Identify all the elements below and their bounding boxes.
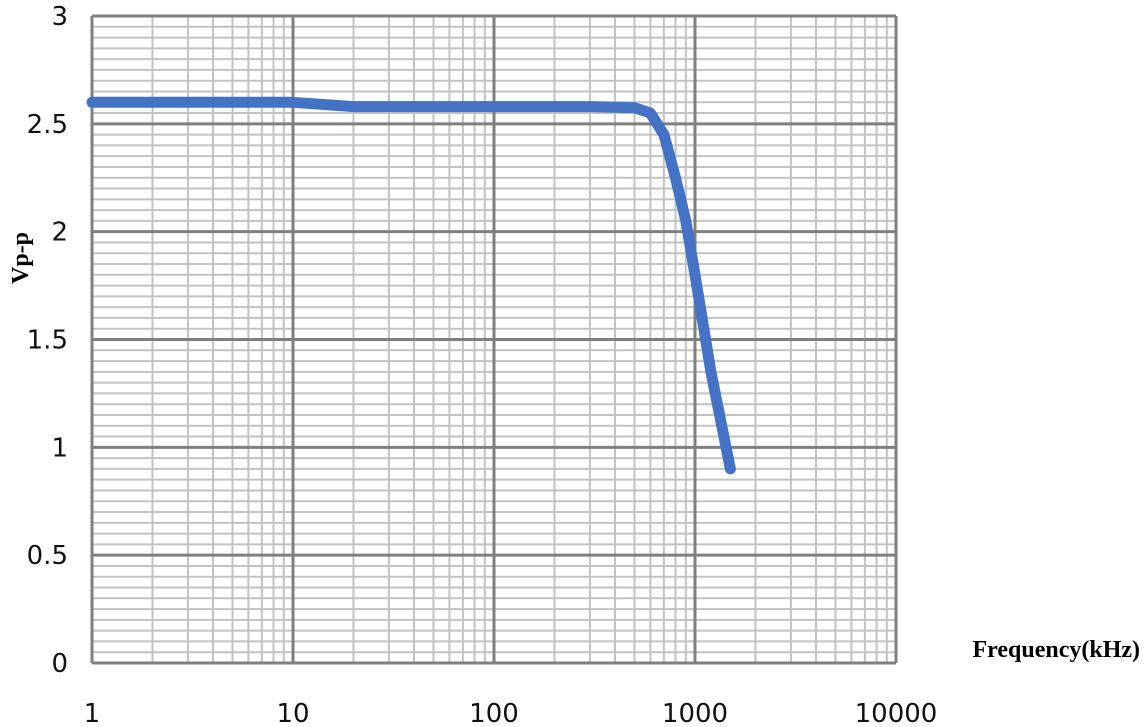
x-axis-title: Frequency(kHz): [972, 637, 1140, 663]
x-tick-label: 10000: [855, 699, 938, 727]
series-line: [86, 96, 736, 475]
x-tick-label: 10: [276, 699, 309, 727]
x-tick-labels: 1 10 100 1000 10000: [84, 699, 938, 727]
x-tick-label: 1: [84, 699, 101, 727]
x-tick-label: 100: [469, 699, 519, 727]
major-gridlines: [90, 14, 898, 665]
y-tick-label: 2: [51, 218, 68, 248]
x-tick-label: 1000: [662, 699, 728, 727]
y-axis-title: Vp-p: [8, 232, 34, 284]
y-tick-label: 1: [51, 433, 68, 463]
series-layer: [86, 96, 736, 475]
y-tick-label: 0.5: [27, 541, 68, 571]
y-tick-label: 1.5: [27, 326, 68, 356]
y-tick-label: 2.5: [27, 110, 68, 140]
y-tick-labels: 0 0.5 1 1.5 2 2.5 3: [27, 2, 68, 679]
y-tick-label: 3: [51, 2, 68, 32]
y-tick-label: 0: [51, 649, 68, 679]
